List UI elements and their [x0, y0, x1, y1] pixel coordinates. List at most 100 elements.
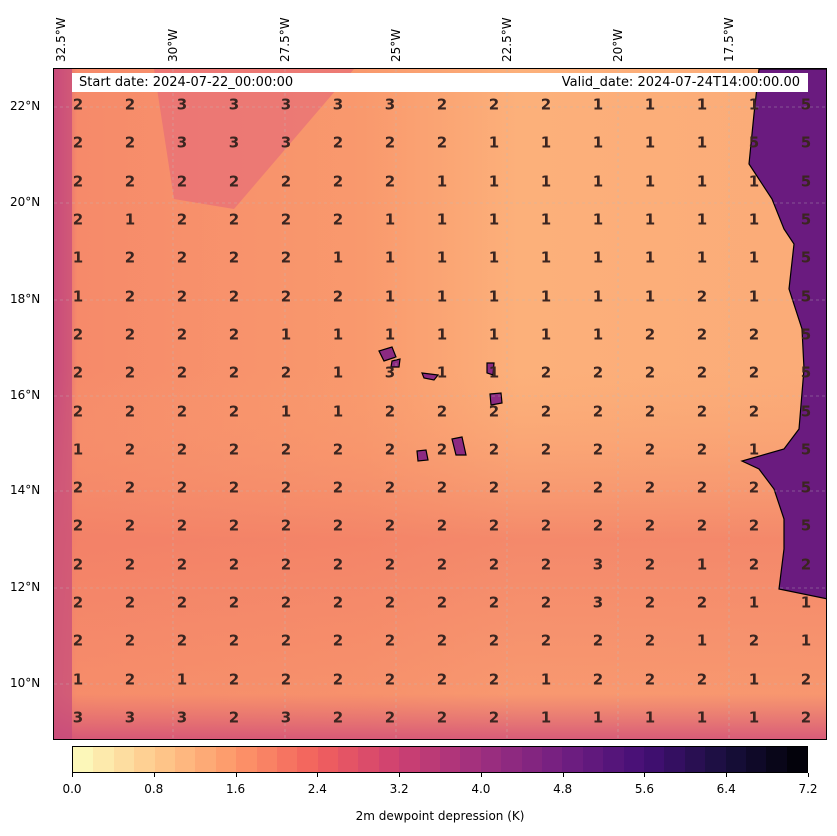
colorbar-bin	[786, 747, 808, 772]
colorbar-bin	[643, 747, 665, 772]
colorbar-bin	[664, 747, 685, 772]
tick-mark	[317, 773, 319, 777]
start-date: Start date: 2024-07-22_00:00:00	[79, 75, 294, 90]
grid-value: 2	[280, 440, 292, 459]
colorbar-bin	[399, 747, 420, 772]
grid-value: 2	[436, 670, 448, 689]
grid-value: 1	[748, 95, 760, 114]
lat-label: 18°N	[10, 292, 41, 306]
grid-value: 1	[748, 210, 760, 229]
grid-value: 2	[332, 210, 344, 229]
colorbar-bin	[603, 747, 624, 772]
grid-value: 3	[72, 708, 84, 727]
map-area	[53, 68, 827, 740]
grid-value: 2	[748, 363, 760, 382]
lat-label: 22°N	[10, 99, 41, 113]
african-coastline	[740, 69, 826, 600]
grid-value: 1	[592, 95, 604, 114]
grid-value: 1	[748, 670, 760, 689]
tick-label: 6.4	[716, 782, 736, 796]
grid-value: 2	[488, 478, 500, 497]
grid-value: 3	[228, 133, 240, 152]
colorbar-bin	[174, 747, 196, 772]
grid-value: 2	[228, 516, 240, 535]
grid-value: 2	[696, 670, 708, 689]
grid-value: 1	[280, 325, 292, 344]
grid-value: 2	[488, 708, 500, 727]
grid-value: 5	[800, 210, 812, 229]
colorbar-bin	[705, 747, 726, 772]
lat-label: 20°N	[10, 195, 41, 209]
grid-value: 1	[436, 325, 448, 344]
colorbar-bin	[256, 747, 277, 772]
grid-value: 2	[332, 478, 344, 497]
grid-value: 2	[332, 287, 344, 306]
grid-value: 1	[696, 248, 708, 267]
grid-value: 3	[280, 708, 292, 727]
lat-label: 16°N	[10, 388, 41, 402]
grid-value: 2	[384, 133, 396, 152]
grid-value: 2	[332, 555, 344, 574]
tick-label: 1.6	[226, 782, 246, 796]
colorbar-bin	[215, 747, 237, 772]
grid-value: 1	[592, 210, 604, 229]
grid-value: 5	[748, 133, 760, 152]
grid-value: 2	[176, 287, 188, 306]
grid-value: 2	[228, 593, 240, 612]
grid-value: 2	[228, 210, 240, 229]
colorbar-bin	[358, 747, 379, 772]
grid-value: 2	[384, 593, 396, 612]
grid-value: 2	[592, 363, 604, 382]
grid-value: 2	[644, 402, 656, 420]
grid-value: 2	[124, 325, 136, 344]
grid-value: 1	[384, 287, 396, 306]
grid-value: 2	[124, 593, 136, 612]
grid-value: 3	[592, 555, 604, 574]
grid-value: 2	[280, 210, 292, 229]
grid-value: 2	[176, 555, 188, 574]
grid-value: 2	[228, 172, 240, 191]
grid-value: 2	[124, 670, 136, 689]
lat-label: 12°N	[10, 580, 41, 594]
grid-value: 2	[696, 478, 708, 497]
grid-value: 1	[592, 287, 604, 306]
grid-value: 2	[436, 440, 448, 459]
tick-mark	[480, 773, 482, 777]
grid-value: 2	[644, 440, 656, 459]
tick-mark	[562, 773, 564, 777]
lat-label: 14°N	[10, 483, 41, 497]
grid-value: 2	[488, 95, 500, 114]
colorbar-bin	[460, 747, 481, 772]
grid-value: 5	[800, 363, 812, 382]
grid-value: 2	[72, 133, 84, 152]
grid-value: 2	[384, 670, 396, 689]
lon-label: 30°W	[166, 28, 180, 62]
grid-value: 5	[800, 133, 812, 152]
grid-value: 1	[436, 248, 448, 267]
grid-value: 1	[72, 248, 84, 267]
grid-value: 1	[540, 133, 552, 152]
tick-mark	[644, 773, 646, 777]
grid-value: 2	[696, 402, 708, 420]
grid-value: 1	[644, 708, 656, 727]
grid-value: 1	[488, 172, 500, 191]
grid-value: 2	[800, 555, 812, 574]
grid-value: 1	[488, 363, 500, 382]
grid-value: 2	[748, 555, 760, 574]
tick-mark	[726, 773, 728, 777]
grid-value: 2	[748, 402, 760, 420]
grid-value: 2	[280, 555, 292, 574]
grid-value: 2	[488, 593, 500, 612]
grid-value: 2	[280, 172, 292, 191]
grid-value: 5	[800, 516, 812, 535]
grid-value: 1	[540, 325, 552, 344]
grid-value: 1	[696, 210, 708, 229]
grid-value: 1	[800, 631, 812, 650]
grid-value: 2	[228, 555, 240, 574]
tick-label: 0.0	[62, 782, 82, 796]
grid-value: 2	[592, 631, 604, 650]
grid-value: 2	[124, 516, 136, 535]
grid-value: 1	[540, 248, 552, 267]
grid-value: 2	[384, 402, 396, 420]
grid-value: 2	[72, 325, 84, 344]
